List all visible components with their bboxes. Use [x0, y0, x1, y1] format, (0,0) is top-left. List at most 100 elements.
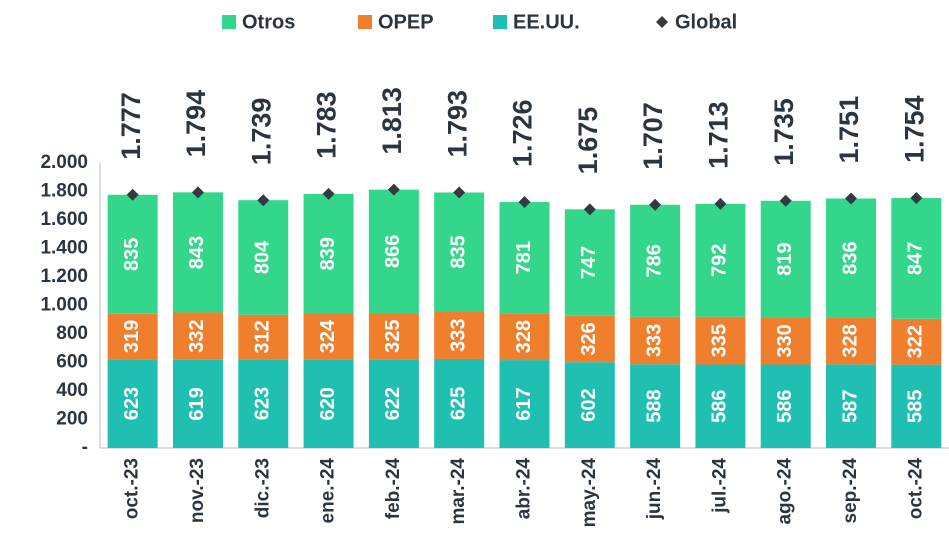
y-tick-label: 1.000 — [40, 295, 88, 316]
bar-segment — [760, 200, 811, 318]
bar-segment — [303, 193, 354, 314]
bar-segment — [760, 317, 811, 365]
x-tick-label: mar.-24 — [448, 458, 469, 525]
segment-label: 602 — [578, 388, 600, 421]
segment-label: 847 — [905, 242, 927, 275]
global-marker — [322, 187, 335, 200]
bar-segment — [303, 359, 354, 448]
x-tick-label: sep.-24 — [840, 458, 861, 524]
global-label: 1.707 — [638, 102, 668, 170]
segment-label: 335 — [709, 324, 731, 357]
segment-label: 322 — [905, 325, 927, 358]
bar-segment — [434, 311, 485, 359]
segment-label: 623 — [121, 387, 143, 420]
segment-label: 625 — [447, 387, 469, 420]
x-tick-label: jun.-24 — [644, 458, 665, 521]
segment-label: 333 — [643, 324, 665, 357]
bar-segment — [238, 200, 289, 315]
y-tick-label: 400 — [56, 380, 88, 401]
x-tick-label: abr.-24 — [514, 458, 535, 520]
x-tick-label: nov.-23 — [187, 458, 208, 523]
bar-segment — [368, 313, 419, 360]
segment-label: 835 — [121, 238, 143, 271]
segment-label: 617 — [513, 387, 535, 420]
bar-segment — [172, 192, 223, 313]
segment-label: 839 — [317, 237, 339, 270]
x-tick-label: jul.-24 — [709, 458, 730, 514]
global-label: 1.813 — [377, 87, 407, 155]
bar-segment — [238, 359, 289, 448]
bar-segment — [499, 313, 550, 361]
global-label: 1.777 — [116, 92, 146, 160]
segment-label: 619 — [186, 387, 208, 420]
bar-segment — [630, 204, 681, 317]
segment-label: 747 — [578, 246, 600, 279]
bar-segment — [107, 194, 158, 314]
segment-label: 324 — [317, 319, 339, 353]
global-marker — [779, 194, 792, 207]
legend-swatch — [222, 15, 236, 29]
legend-label: EE.UU. — [513, 11, 580, 33]
bar-segment — [303, 313, 354, 360]
bar-segment — [826, 317, 877, 365]
bar-segment — [107, 313, 158, 360]
segment-label: 332 — [186, 319, 208, 352]
bar-segment — [238, 314, 289, 360]
legend-swatch — [358, 15, 372, 29]
bar-segment — [172, 359, 223, 448]
bar-segment — [107, 359, 158, 448]
x-tick-label: ene.-24 — [318, 458, 339, 524]
y-tick-label: 2.000 — [40, 152, 88, 173]
legend-swatch — [493, 15, 507, 29]
global-label: 1.713 — [704, 101, 734, 169]
legend-label: Otros — [242, 11, 295, 33]
legend-label: OPEP — [378, 11, 434, 33]
segment-label: 588 — [643, 389, 665, 422]
segment-label: 792 — [709, 244, 731, 277]
bar-segment — [695, 203, 746, 317]
segment-label: 325 — [382, 320, 404, 353]
x-tick-label: oct.-24 — [905, 458, 926, 520]
y-tick-label: 1.400 — [40, 238, 88, 259]
bar-segment — [630, 364, 681, 448]
legend-marker — [656, 16, 668, 28]
global-marker — [191, 186, 204, 199]
segment-label: 623 — [252, 387, 274, 420]
bar-segment — [760, 364, 811, 448]
y-tick-label: 1.600 — [40, 209, 88, 230]
bar-segment — [499, 202, 550, 314]
bar-segment — [695, 364, 746, 448]
bar-segment — [368, 189, 419, 314]
global-marker — [453, 186, 466, 199]
bar-segment — [891, 318, 942, 365]
segment-label: 585 — [905, 390, 927, 423]
bar-segment — [564, 209, 615, 316]
segment-label: 326 — [578, 322, 600, 355]
segment-label: 804 — [252, 240, 274, 274]
y-tick-label: 800 — [56, 323, 88, 344]
segment-label: 819 — [774, 242, 796, 275]
global-marker — [126, 188, 139, 201]
segment-label: 328 — [513, 320, 535, 353]
bar-segment — [434, 192, 485, 312]
bar-segment — [564, 315, 615, 363]
segment-label: 843 — [186, 236, 208, 269]
global-label: 1.675 — [573, 107, 603, 175]
global-marker — [910, 192, 923, 205]
bar-segment — [368, 359, 419, 448]
x-tick-label: ago.-24 — [775, 458, 796, 525]
global-marker — [387, 183, 400, 196]
bar-segment — [695, 316, 746, 365]
bar-segment — [891, 364, 942, 448]
segment-label: 866 — [382, 235, 404, 268]
x-tick-label: oct.-23 — [122, 458, 143, 519]
x-tick-label: dic.-23 — [252, 458, 273, 518]
global-label: 1.726 — [508, 99, 538, 167]
bar-segment — [499, 360, 550, 448]
segment-label: 586 — [774, 390, 796, 423]
segment-label: 836 — [839, 241, 861, 274]
segment-label: 622 — [382, 387, 404, 420]
segment-label: 319 — [121, 320, 143, 353]
segment-label: 620 — [317, 387, 339, 420]
